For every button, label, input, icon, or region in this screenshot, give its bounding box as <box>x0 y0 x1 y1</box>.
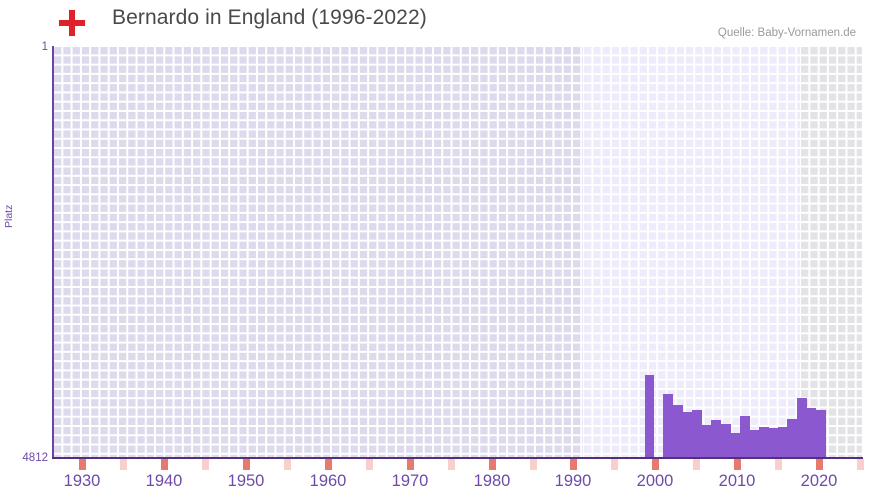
x-axis-tick-mark <box>407 459 414 470</box>
bar-2012[interactable] <box>730 433 740 458</box>
chart-grid-tail <box>800 46 862 458</box>
england-flag-icon <box>58 9 86 37</box>
bar-2007[interactable] <box>683 412 693 458</box>
x-axis-tick-mark <box>693 459 700 470</box>
bar-2011[interactable] <box>721 424 731 458</box>
x-axis-tick-mark <box>448 459 455 470</box>
x-axis-tick-mark <box>489 459 496 470</box>
bar-2013[interactable] <box>740 416 750 458</box>
x-axis-tick-mark <box>652 459 659 470</box>
x-axis-label-1990: 1990 <box>554 472 592 490</box>
bar-2020[interactable] <box>806 408 816 458</box>
x-axis-label-2020: 2020 <box>800 472 838 490</box>
x-axis-tick-mark <box>243 459 250 470</box>
y-axis-tick-top: 1 <box>41 41 48 53</box>
chart-header: Bernardo in England (1996-2022) Quelle: … <box>0 0 873 44</box>
x-axis-line <box>52 457 863 459</box>
chart-grid-highlight <box>583 46 800 458</box>
x-axis-tick-mark <box>857 459 864 470</box>
bar-2003[interactable] <box>645 375 654 458</box>
x-axis-label-1940: 1940 <box>145 472 183 490</box>
x-axis-label-1950: 1950 <box>227 472 265 490</box>
x-axis-tick-mark <box>570 459 577 470</box>
y-axis-tick-bottom: 4812 <box>22 452 48 464</box>
chart-plot-area <box>53 46 862 458</box>
bar-2008[interactable] <box>692 410 702 458</box>
x-axis-label-1980: 1980 <box>473 472 511 490</box>
x-axis-tick-mark <box>79 459 86 470</box>
x-axis-tick-mark <box>816 459 823 470</box>
bar-2016[interactable] <box>768 428 778 458</box>
bar-2005[interactable] <box>663 394 673 458</box>
x-axis-tick-mark <box>734 459 741 470</box>
bar-2019[interactable] <box>797 398 807 458</box>
bar-2009[interactable] <box>702 425 712 458</box>
bar-2021[interactable] <box>816 410 826 458</box>
bar-2006[interactable] <box>673 405 683 458</box>
x-axis-label-2010: 2010 <box>718 472 756 490</box>
x-axis-tick-mark <box>366 459 373 470</box>
source-attribution: Quelle: Baby-Vornamen.de <box>717 27 856 39</box>
y-axis-title: Platz <box>3 204 15 228</box>
bar-2017[interactable] <box>778 427 788 458</box>
y-axis-line <box>52 46 54 459</box>
x-axis-label-1960: 1960 <box>309 472 347 490</box>
x-axis-tick-mark <box>120 459 127 470</box>
bar-2010[interactable] <box>711 420 721 458</box>
x-axis-label-2000: 2000 <box>636 472 674 490</box>
x-axis-tick-mark <box>284 459 291 470</box>
x-axis-tick-mark <box>611 459 618 470</box>
x-axis-tick-mark <box>775 459 782 470</box>
x-axis-tick-mark <box>325 459 332 470</box>
y-axis-labels: 1 4812 <box>0 0 48 502</box>
page-title: Bernardo in England (1996-2022) <box>112 6 427 29</box>
x-axis-tick-mark <box>530 459 537 470</box>
x-axis-tick-mark <box>161 459 168 470</box>
x-axis-label-1930: 1930 <box>63 472 101 490</box>
x-axis-label-1970: 1970 <box>391 472 429 490</box>
bar-2014[interactable] <box>749 430 759 458</box>
bar-2018[interactable] <box>787 419 797 458</box>
bar-2015[interactable] <box>759 427 769 458</box>
x-axis-tick-mark <box>202 459 209 470</box>
